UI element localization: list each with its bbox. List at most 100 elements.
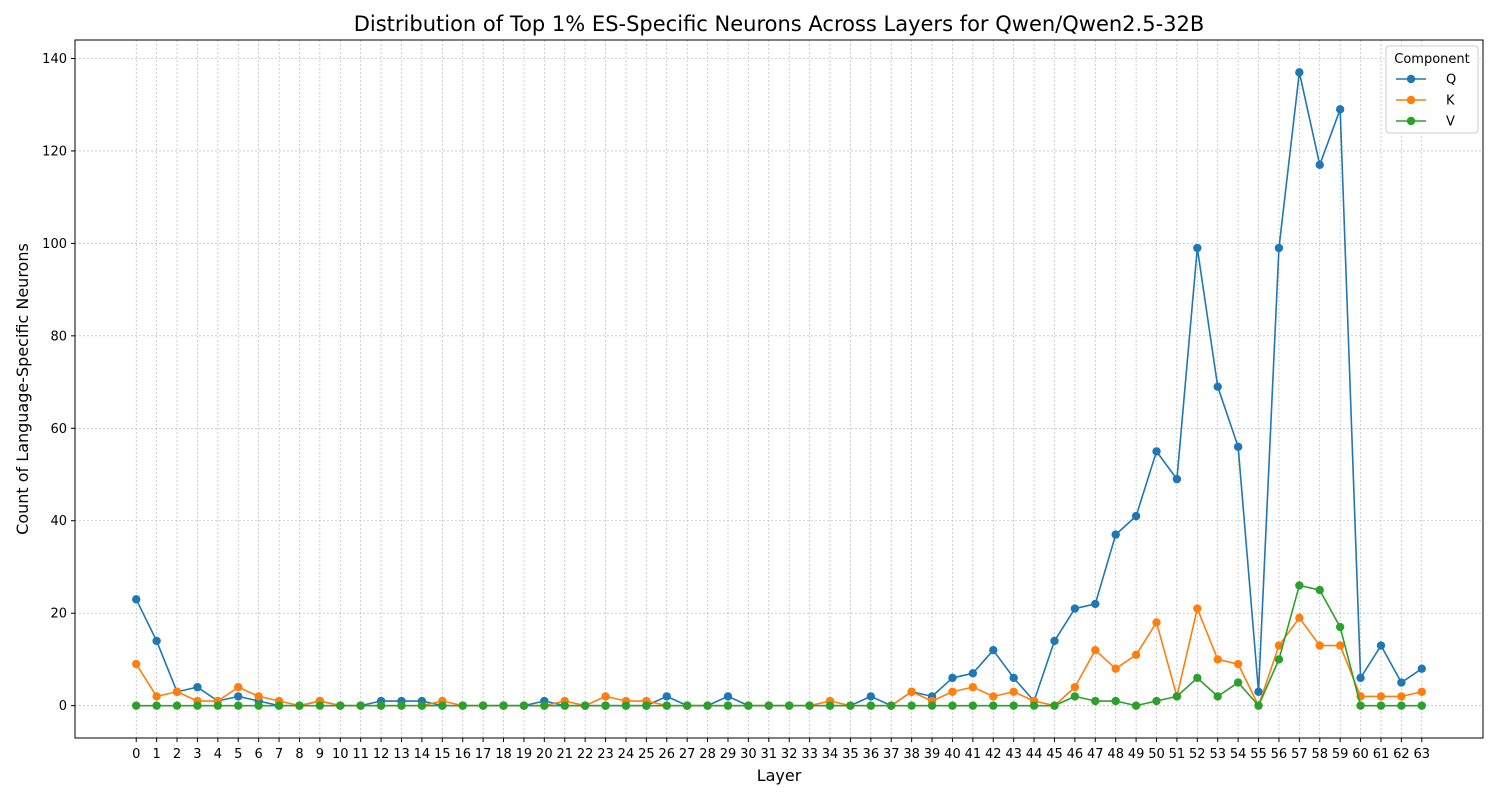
x-tick-label: 25 xyxy=(638,747,655,762)
data-point-k xyxy=(172,687,182,696)
series-q xyxy=(132,68,1426,710)
y-tick-label: 140 xyxy=(42,52,67,67)
chart-title: Distribution of Top 1% ES-Specific Neuro… xyxy=(354,12,1205,36)
legend-label-k: K xyxy=(1446,94,1455,109)
data-point-k xyxy=(1295,613,1304,623)
data-point-v xyxy=(1152,696,1161,706)
data-point-k xyxy=(1417,687,1426,696)
data-point-v xyxy=(723,701,733,710)
data-point-k xyxy=(1233,659,1243,669)
data-point-k xyxy=(1335,641,1345,650)
x-tick-label: 54 xyxy=(1230,747,1247,762)
x-tick-label: 40 xyxy=(944,747,961,762)
x-tick-label: 19 xyxy=(516,747,533,762)
y-tick-label: 20 xyxy=(50,607,67,622)
x-tick-label: 24 xyxy=(618,747,635,762)
x-tick-label: 43 xyxy=(1005,747,1022,762)
x-tick-label: 49 xyxy=(1128,747,1145,762)
data-point-k xyxy=(1397,692,1406,701)
data-point-v xyxy=(907,701,916,710)
data-point-q xyxy=(1193,243,1202,253)
legend-swatch-marker xyxy=(1406,95,1416,105)
x-tick-label: 47 xyxy=(1087,747,1104,762)
x-tick-label: 56 xyxy=(1271,747,1288,762)
data-point-v xyxy=(968,701,978,710)
data-point-v xyxy=(621,701,631,710)
data-point-v xyxy=(315,701,325,710)
data-point-v xyxy=(825,701,835,710)
data-point-v xyxy=(805,701,814,710)
x-tick-label: 30 xyxy=(740,747,757,762)
data-point-v xyxy=(519,701,529,710)
data-point-v xyxy=(1193,673,1202,683)
data-point-v xyxy=(785,701,794,710)
x-tick-label: 7 xyxy=(275,747,283,762)
data-point-q xyxy=(1417,664,1426,673)
x-tick-label: 12 xyxy=(373,747,390,762)
data-point-v xyxy=(1335,622,1345,632)
data-point-v xyxy=(744,701,753,710)
data-point-k xyxy=(1213,655,1222,664)
data-point-v xyxy=(213,701,223,710)
data-point-k xyxy=(989,692,998,701)
legend-label-v: V xyxy=(1446,115,1455,130)
data-point-v xyxy=(764,701,773,710)
legend-title: Component xyxy=(1394,52,1469,67)
data-point-k xyxy=(1376,692,1386,701)
data-point-q xyxy=(1335,105,1345,114)
x-tick-label: 48 xyxy=(1107,747,1124,762)
data-point-v xyxy=(1274,655,1284,664)
data-point-q xyxy=(1295,68,1304,77)
y-tick-label: 40 xyxy=(50,514,67,529)
x-tick-label: 10 xyxy=(332,747,349,762)
y-axis-label: Count of Language-Specific Neurons xyxy=(13,243,32,535)
x-axis: 0 1 2 3 4 5 6 7 8 9 10 11 12 13 14 15 16 17 18 19 20 21 22 23 24… xyxy=(132,738,1430,762)
data-point-v xyxy=(662,701,671,710)
x-tick-label: 9 xyxy=(316,747,324,762)
data-point-v xyxy=(417,701,427,710)
data-point-v xyxy=(866,701,876,710)
data-point-v xyxy=(1233,678,1243,687)
x-tick-label: 45 xyxy=(1046,747,1063,762)
data-point-v xyxy=(1131,701,1141,710)
data-point-k xyxy=(1274,641,1284,650)
data-point-v xyxy=(846,701,855,710)
series-line-k xyxy=(135,607,1422,707)
data-point-v xyxy=(948,701,957,710)
data-point-q xyxy=(234,692,243,701)
x-tick-label: 15 xyxy=(434,747,451,762)
data-point-q xyxy=(662,692,671,701)
data-point-v xyxy=(478,701,488,710)
x-tick-label: 0 xyxy=(132,747,140,762)
x-tick-label: 18 xyxy=(495,747,512,762)
x-tick-label: 33 xyxy=(801,747,818,762)
data-point-k xyxy=(254,692,263,701)
x-tick-label: 13 xyxy=(393,747,410,762)
legend-box xyxy=(1385,45,1479,134)
x-tick-label: 61 xyxy=(1373,747,1390,762)
data-point-k xyxy=(1070,682,1080,692)
data-point-q xyxy=(132,595,141,604)
data-point-v xyxy=(397,701,406,710)
x-tick-label: 36 xyxy=(863,747,880,762)
data-point-v xyxy=(1417,701,1426,710)
data-point-v xyxy=(1111,696,1120,706)
x-tick-label: 4 xyxy=(214,747,222,762)
data-point-q xyxy=(1172,474,1182,484)
data-point-k xyxy=(1131,650,1141,659)
data-point-v xyxy=(499,701,508,710)
data-point-k xyxy=(968,682,978,692)
data-point-v xyxy=(682,701,692,710)
data-point-v xyxy=(193,701,202,710)
legend: Component QKV xyxy=(1385,45,1479,134)
x-tick-label: 28 xyxy=(699,747,716,762)
data-point-k xyxy=(152,692,161,701)
data-point-v xyxy=(1050,701,1059,710)
x-tick-label: 51 xyxy=(1169,747,1186,762)
data-point-q xyxy=(948,673,957,683)
data-point-k xyxy=(1315,641,1324,650)
data-point-v xyxy=(540,701,549,710)
x-tick-label: 3 xyxy=(193,747,201,762)
x-tick-label: 38 xyxy=(903,747,920,762)
